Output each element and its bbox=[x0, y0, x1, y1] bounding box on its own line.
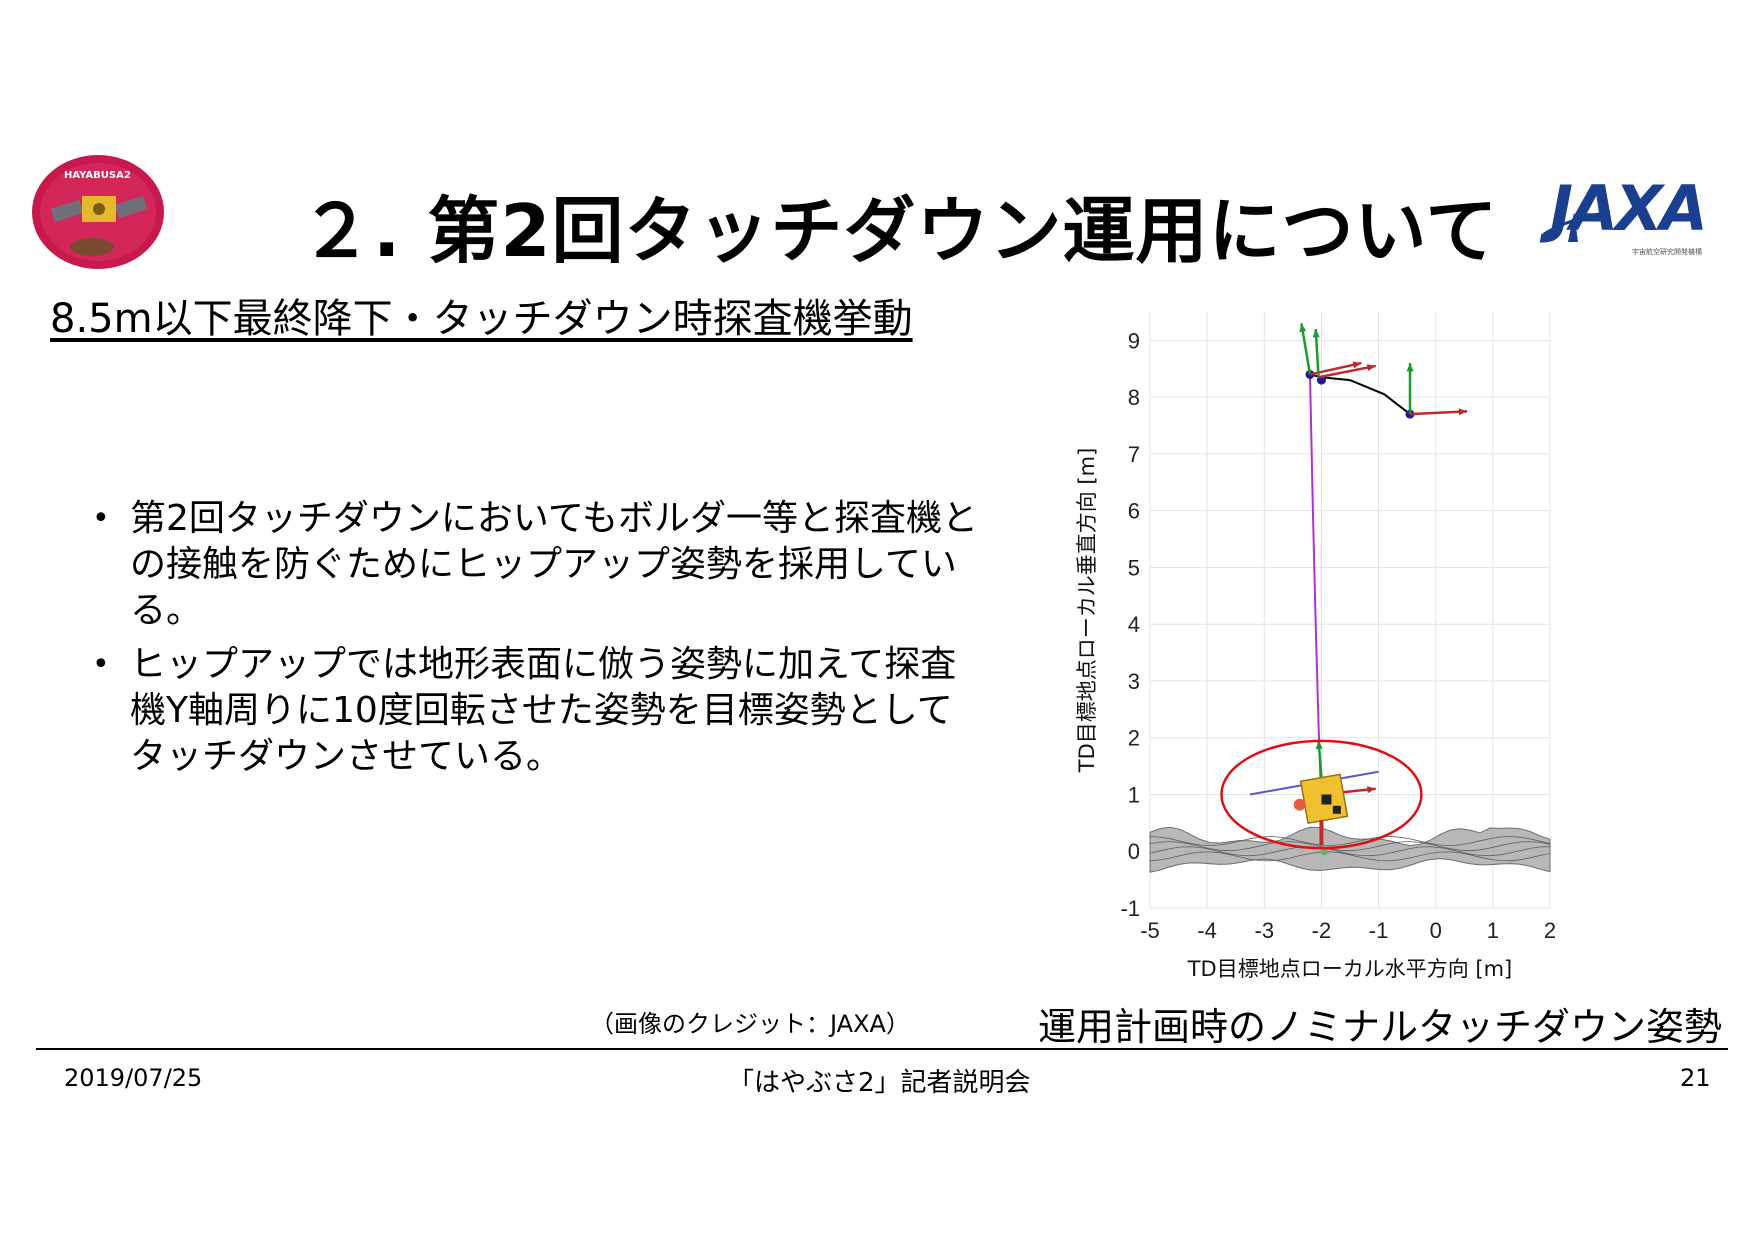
trajectory-point bbox=[1305, 369, 1315, 379]
highlight-circle bbox=[1220, 739, 1423, 850]
section-subtitle: 8.5m以下最終降下・タッチダウン時探査機挙動 bbox=[50, 296, 913, 342]
attitude-axis-arrow bbox=[1318, 364, 1376, 379]
x-tick-label: -4 bbox=[1197, 918, 1217, 943]
bullet-list: • 第2回タッチダウンにおいてもボルダ一等と探査機との接触を防ぐためにヒップアッ… bbox=[88, 496, 988, 788]
terrain-band bbox=[1149, 826, 1551, 873]
y-tick-label: 0 bbox=[1128, 839, 1140, 864]
figure-caption: 運用計画時のノミナルタッチダウン姿勢 bbox=[1038, 1005, 1723, 1049]
spacecraft-attitude-markers bbox=[1220, 323, 1468, 856]
x-tick-label: -1 bbox=[1369, 918, 1389, 943]
spacecraft-detail bbox=[1321, 794, 1332, 805]
x-tick-label: 0 bbox=[1430, 918, 1442, 943]
attitude-arrow-head bbox=[1312, 329, 1320, 338]
y-tick-label: 5 bbox=[1128, 555, 1140, 580]
y-tick-label: 4 bbox=[1128, 612, 1140, 637]
chart-grid bbox=[1149, 312, 1551, 909]
attitude-arrow-head bbox=[1406, 363, 1414, 372]
chart-ticks: -5 -4 -3 -2 -1 0 1 2 -1 0 1 2 3 4 5 6 7 8 9 bbox=[1120, 328, 1556, 943]
terrain-surface bbox=[1149, 826, 1551, 873]
y-tick-label: 9 bbox=[1128, 328, 1140, 353]
footer-event-name: 「はやぶさ2」記者説明会 bbox=[728, 1068, 1031, 1098]
attitude-arrow-head bbox=[1315, 740, 1323, 750]
terrain-mesh-line bbox=[1149, 846, 1551, 857]
x-tick-label: 2 bbox=[1544, 918, 1556, 943]
terrain-mesh-line bbox=[1149, 851, 1551, 862]
y-tick-label: -1 bbox=[1120, 896, 1140, 921]
jaxa-logo: JAXA 宇宙航空研究開発機構 bbox=[1540, 172, 1730, 280]
y-tick-label: 7 bbox=[1128, 442, 1140, 467]
y-tick-label: 6 bbox=[1128, 499, 1140, 524]
x-tick-label: -5 bbox=[1140, 918, 1160, 943]
jaxa-logo-text: JAXA bbox=[1550, 172, 1708, 245]
mission-logo-text: HAYABUSA2 bbox=[64, 170, 131, 181]
footer-divider bbox=[36, 1048, 1728, 1050]
y-tick-label: 1 bbox=[1128, 782, 1140, 807]
attitude-axis-arrow bbox=[1409, 410, 1468, 416]
terrain-mesh-line bbox=[1149, 836, 1551, 847]
bullet-item: • 第2回タッチダウンにおいてもボルダ一等と探査機との接触を防ぐためにヒップアッ… bbox=[88, 496, 988, 634]
attitude-arrow-head bbox=[1352, 361, 1362, 369]
page-number: 21 bbox=[1680, 1064, 1711, 1092]
jaxa-logo-subtext: 宇宙航空研究開発機構 bbox=[1632, 248, 1702, 256]
x-tick-label: -2 bbox=[1312, 918, 1332, 943]
hayabusa2-mission-logo: HAYABUSA2 bbox=[30, 152, 170, 272]
footer-date: 2019/07/25 bbox=[64, 1064, 203, 1092]
y-tick-label: 8 bbox=[1128, 385, 1140, 410]
spacecraft-detail bbox=[1332, 805, 1341, 814]
bullet-text: ヒップアップでは地形表面に倣う姿勢に加えて探査機Y軸周りに10度回転させた姿勢を… bbox=[130, 644, 957, 777]
attitude-arrow-head bbox=[1458, 408, 1468, 416]
terrain-mesh-line bbox=[1149, 841, 1551, 852]
attitude-axis-arrow bbox=[1300, 323, 1312, 375]
x-axis-label: TD目標地点ローカル水平方向 [m] bbox=[1187, 957, 1513, 981]
attitude-arrow-head bbox=[1366, 364, 1376, 371]
x-tick-label: -3 bbox=[1255, 918, 1275, 943]
touchdown-trajectory-chart: -5 -4 -3 -2 -1 0 1 2 -1 0 1 2 3 4 5 6 7 8 9 TD目標地点ローカル水平方向… bbox=[1070, 290, 1590, 990]
bullet-mark: • bbox=[92, 647, 110, 682]
x-tick-label: 1 bbox=[1487, 918, 1499, 943]
image-credit: （画像のクレジット：JAXA） bbox=[590, 1010, 910, 1038]
page-title: ２. 第2回タッチダウン運用について bbox=[300, 189, 1499, 273]
attitude-arrow-head bbox=[1299, 323, 1307, 333]
y-tick-label: 3 bbox=[1128, 669, 1140, 694]
attitude-arrow-head bbox=[1367, 786, 1376, 794]
bullet-item: • ヒップアップでは地形表面に倣う姿勢に加えて探査機Y軸周りに10度回転させた姿… bbox=[88, 642, 988, 780]
y-axis-label: TD目標地点ローカル垂直方向 [m] bbox=[1075, 448, 1099, 774]
y-tick-label: 2 bbox=[1128, 726, 1140, 751]
bullet-mark: • bbox=[92, 501, 110, 536]
bullet-text: 第2回タッチダウンにおいてもボルダ一等と探査機との接触を防ぐためにヒップアップ姿… bbox=[130, 498, 979, 631]
spacecraft-detail bbox=[1293, 798, 1306, 811]
